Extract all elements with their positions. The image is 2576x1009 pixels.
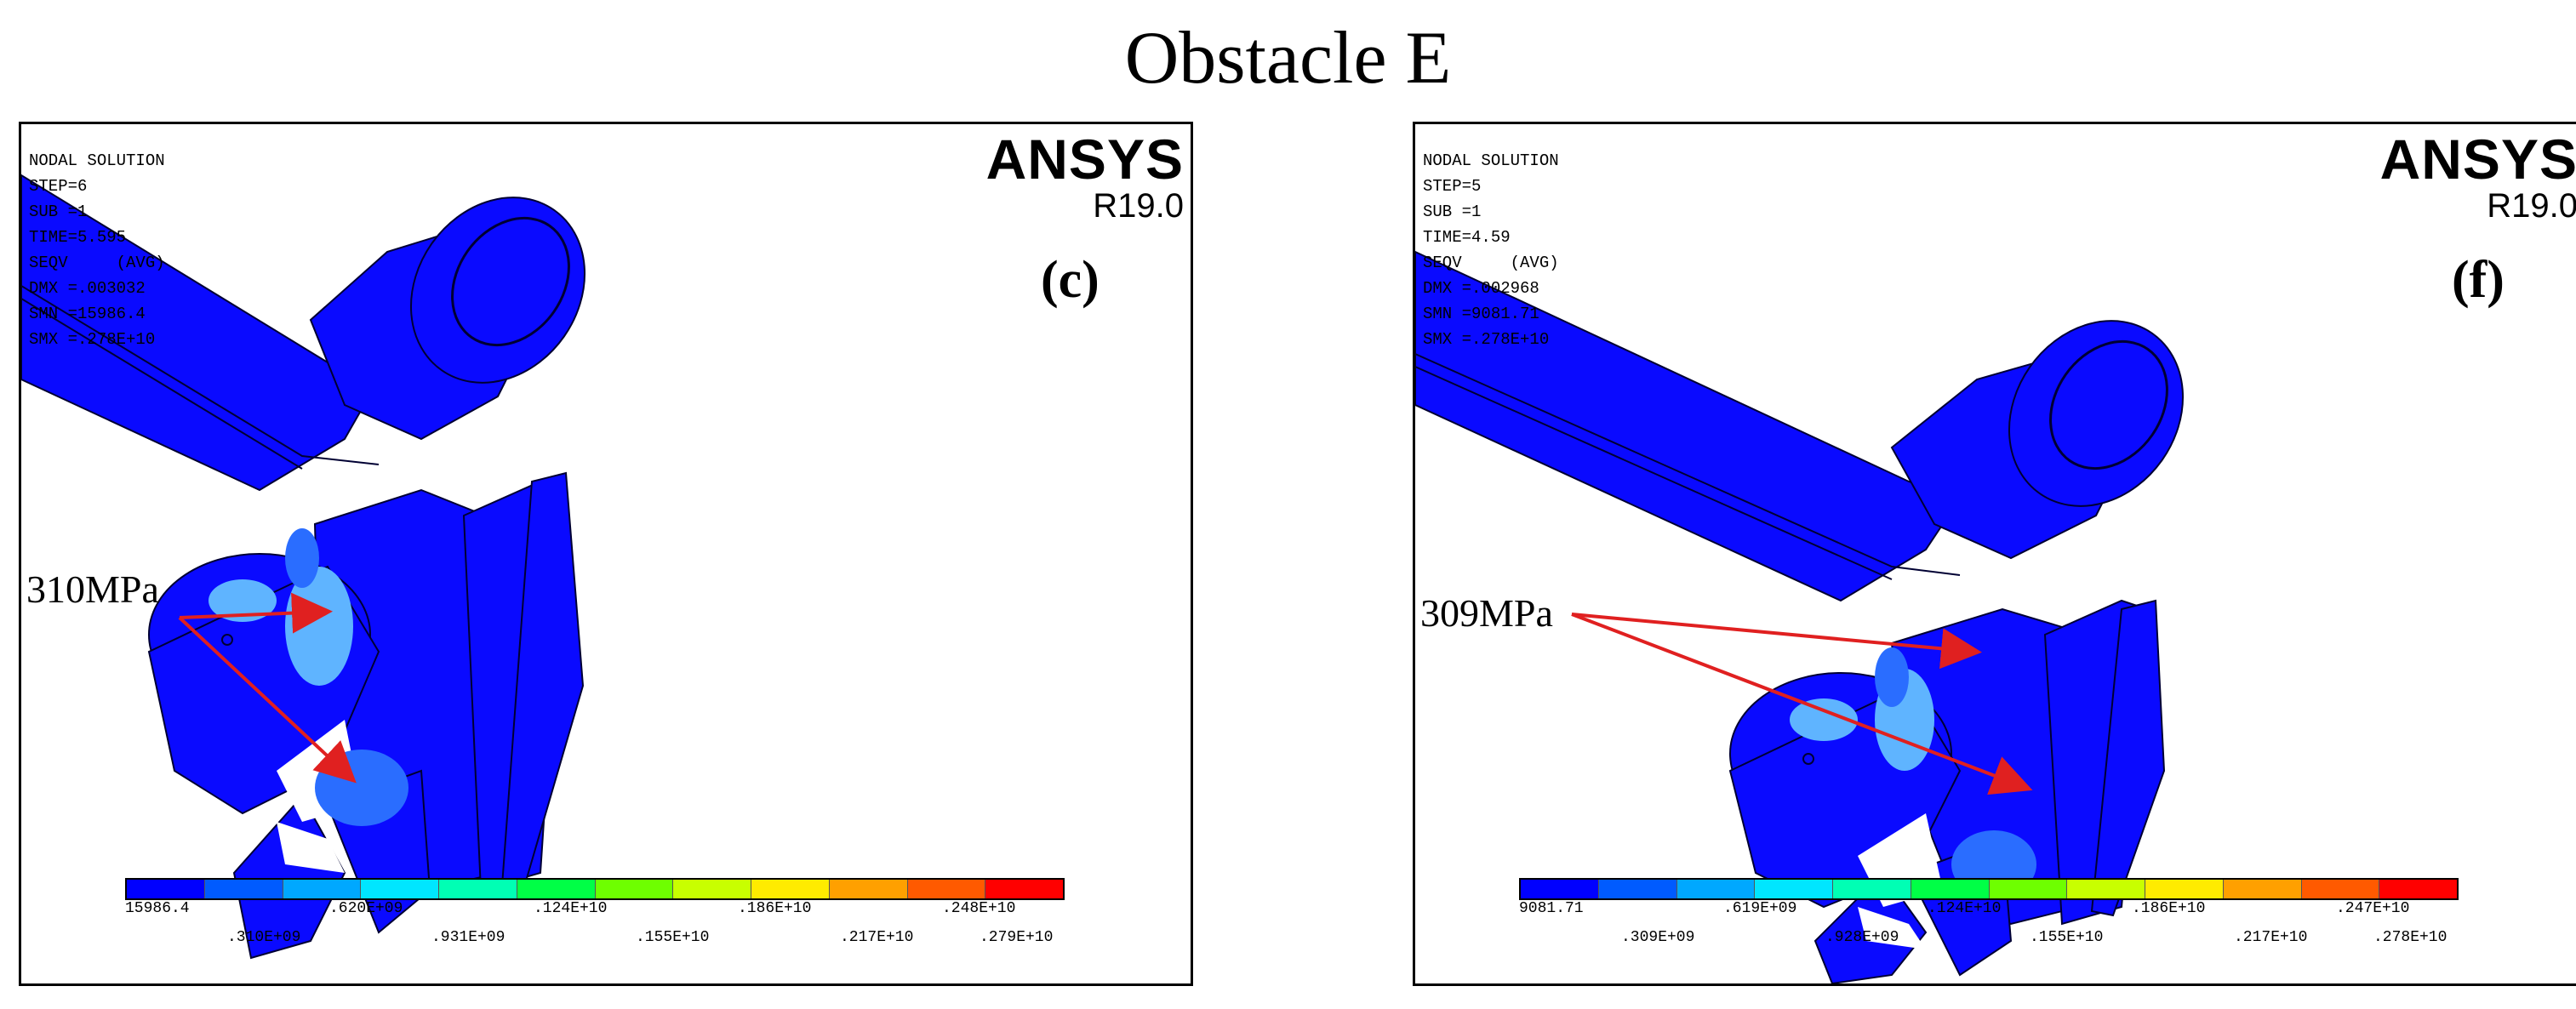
legend-tick: .620E+09 bbox=[329, 900, 403, 917]
legend-tick: .124E+10 bbox=[1928, 900, 2002, 917]
bushing-opening bbox=[2049, 339, 2168, 470]
brand-name: ANSYS bbox=[985, 128, 1184, 191]
legend-band bbox=[127, 880, 205, 898]
info-line: STEP=6 bbox=[29, 177, 88, 196]
cutout-lower bbox=[1858, 907, 1926, 949]
arm-beam bbox=[1415, 250, 1962, 602]
legend-band bbox=[673, 880, 751, 898]
info-line: TIME=5.595 bbox=[29, 228, 127, 247]
figure-title: Obstacle E bbox=[1124, 17, 1452, 100]
legend-band bbox=[283, 880, 362, 898]
legend-tick: .217E+10 bbox=[2234, 929, 2308, 946]
arrow-to-lower-hotspot bbox=[178, 616, 357, 784]
info-line: DMX =.003032 bbox=[29, 279, 146, 298]
arrow-to-lower-hotspot bbox=[1571, 613, 2033, 795]
arrow-to-upper-hotspot bbox=[179, 592, 333, 634]
legend-tick: 15986.4 bbox=[125, 900, 190, 917]
brand-version: R19.0 bbox=[1093, 187, 1184, 225]
legend-ticks: 15986.4 .620E+09 .124E+10 .186E+10 .248E… bbox=[125, 900, 1065, 960]
arm-edge-line bbox=[21, 285, 380, 465]
legend-band bbox=[517, 880, 596, 898]
legend-band bbox=[439, 880, 517, 898]
legend-tick: .619E+09 bbox=[1723, 900, 1797, 917]
legend-tick: .124E+10 bbox=[534, 900, 608, 917]
stress-hotspot-lower bbox=[315, 750, 408, 826]
bushing-cylinder bbox=[2008, 320, 2185, 507]
info-line: SUB =1 bbox=[1423, 202, 1482, 221]
legend-band bbox=[751, 880, 830, 898]
legend-band bbox=[2223, 880, 2302, 898]
legend-colorbar bbox=[1519, 878, 2459, 900]
legend-band bbox=[1676, 880, 1756, 898]
cutout-lower bbox=[277, 822, 345, 873]
legend-tick: .186E+10 bbox=[738, 900, 812, 917]
info-line: SEQV (AVG) bbox=[1423, 254, 1559, 272]
side-plate bbox=[2090, 599, 2166, 917]
legend-band bbox=[1521, 880, 1599, 898]
legend-band bbox=[1755, 880, 1833, 898]
legend-colorbar bbox=[125, 878, 1065, 900]
legend-tick: .217E+10 bbox=[840, 929, 914, 946]
legend-tick: .248E+10 bbox=[942, 900, 1016, 917]
solution-info: NODAL SOLUTION STEP=6 SUB =1 TIME=5.595 … bbox=[29, 148, 165, 352]
legend-band bbox=[1911, 880, 1990, 898]
info-line: TIME=4.59 bbox=[1423, 228, 1511, 247]
legend-tick: 9081.71 bbox=[1519, 900, 1584, 917]
legend-band bbox=[2379, 880, 2457, 898]
legend-band bbox=[2067, 880, 2145, 898]
panel-c: NODAL SOLUTION STEP=6 SUB =1 TIME=5.595 … bbox=[19, 122, 1193, 986]
legend-band bbox=[2301, 880, 2380, 898]
legend-band bbox=[1833, 880, 1911, 898]
arrow-to-upper-hotspot bbox=[1571, 613, 1982, 670]
arm-edge-line bbox=[1415, 353, 1961, 576]
legend-band bbox=[361, 880, 439, 898]
legend-ticks: 9081.71 .619E+09 .124E+10 .186E+10 .247E… bbox=[1519, 900, 2459, 960]
legend-tick: .247E+10 bbox=[2336, 900, 2410, 917]
legend-tick: .155E+10 bbox=[2030, 929, 2104, 946]
info-line: NODAL SOLUTION bbox=[29, 151, 165, 170]
legend-tick: .279E+10 bbox=[980, 929, 1054, 946]
stress-callout: 309MPa bbox=[1420, 591, 1553, 635]
panel-label: (c) bbox=[1041, 251, 1100, 309]
legend-band bbox=[1598, 880, 1677, 898]
info-line: SUB =1 bbox=[29, 202, 88, 221]
bushing-opening bbox=[451, 216, 570, 347]
brand-version: R19.0 bbox=[2487, 187, 2576, 225]
legend-tick: .931E+09 bbox=[431, 929, 505, 946]
stress-callout: 310MPa bbox=[26, 567, 159, 611]
legend-band bbox=[204, 880, 283, 898]
fea-model-render bbox=[21, 174, 586, 960]
panel-f: NODAL SOLUTION STEP=5 SUB =1 TIME=4.59 S… bbox=[1413, 122, 2576, 986]
legend-band bbox=[985, 880, 1063, 898]
legend-band bbox=[907, 880, 986, 898]
legend-tick: .310E+09 bbox=[227, 929, 301, 946]
panel-label: (f) bbox=[2452, 251, 2505, 309]
legend-tick: .278E+10 bbox=[2373, 929, 2447, 946]
info-line: SMX =.278E+10 bbox=[29, 330, 156, 349]
legend-tick: .186E+10 bbox=[2132, 900, 2206, 917]
ansys-logo: ANSYS R19.0 bbox=[2380, 129, 2576, 223]
legend-band bbox=[595, 880, 674, 898]
ansys-logo: ANSYS R19.0 bbox=[986, 129, 1184, 223]
legend-tick: .928E+09 bbox=[1825, 929, 1899, 946]
legend-band bbox=[2145, 880, 2224, 898]
info-line: SMN =15986.4 bbox=[29, 305, 146, 323]
legend-tick: .155E+10 bbox=[636, 929, 710, 946]
info-line: SEQV (AVG) bbox=[29, 254, 165, 272]
solution-info: NODAL SOLUTION STEP=5 SUB =1 TIME=4.59 S… bbox=[1423, 148, 1559, 352]
info-line: NODAL SOLUTION bbox=[1423, 151, 1559, 170]
legend-band bbox=[829, 880, 908, 898]
info-line: STEP=5 bbox=[1423, 177, 1482, 196]
info-line: SMX =.278E+10 bbox=[1423, 330, 1550, 349]
legend-tick: .309E+09 bbox=[1621, 929, 1695, 946]
brand-name: ANSYS bbox=[2379, 128, 2576, 191]
bushing-cylinder bbox=[409, 197, 586, 384]
info-line: DMX =.002968 bbox=[1423, 279, 1539, 298]
side-plate bbox=[500, 471, 585, 892]
info-line: SMN =9081.71 bbox=[1423, 305, 1539, 323]
legend-band bbox=[1989, 880, 2068, 898]
fea-model-render bbox=[1415, 250, 2185, 983]
